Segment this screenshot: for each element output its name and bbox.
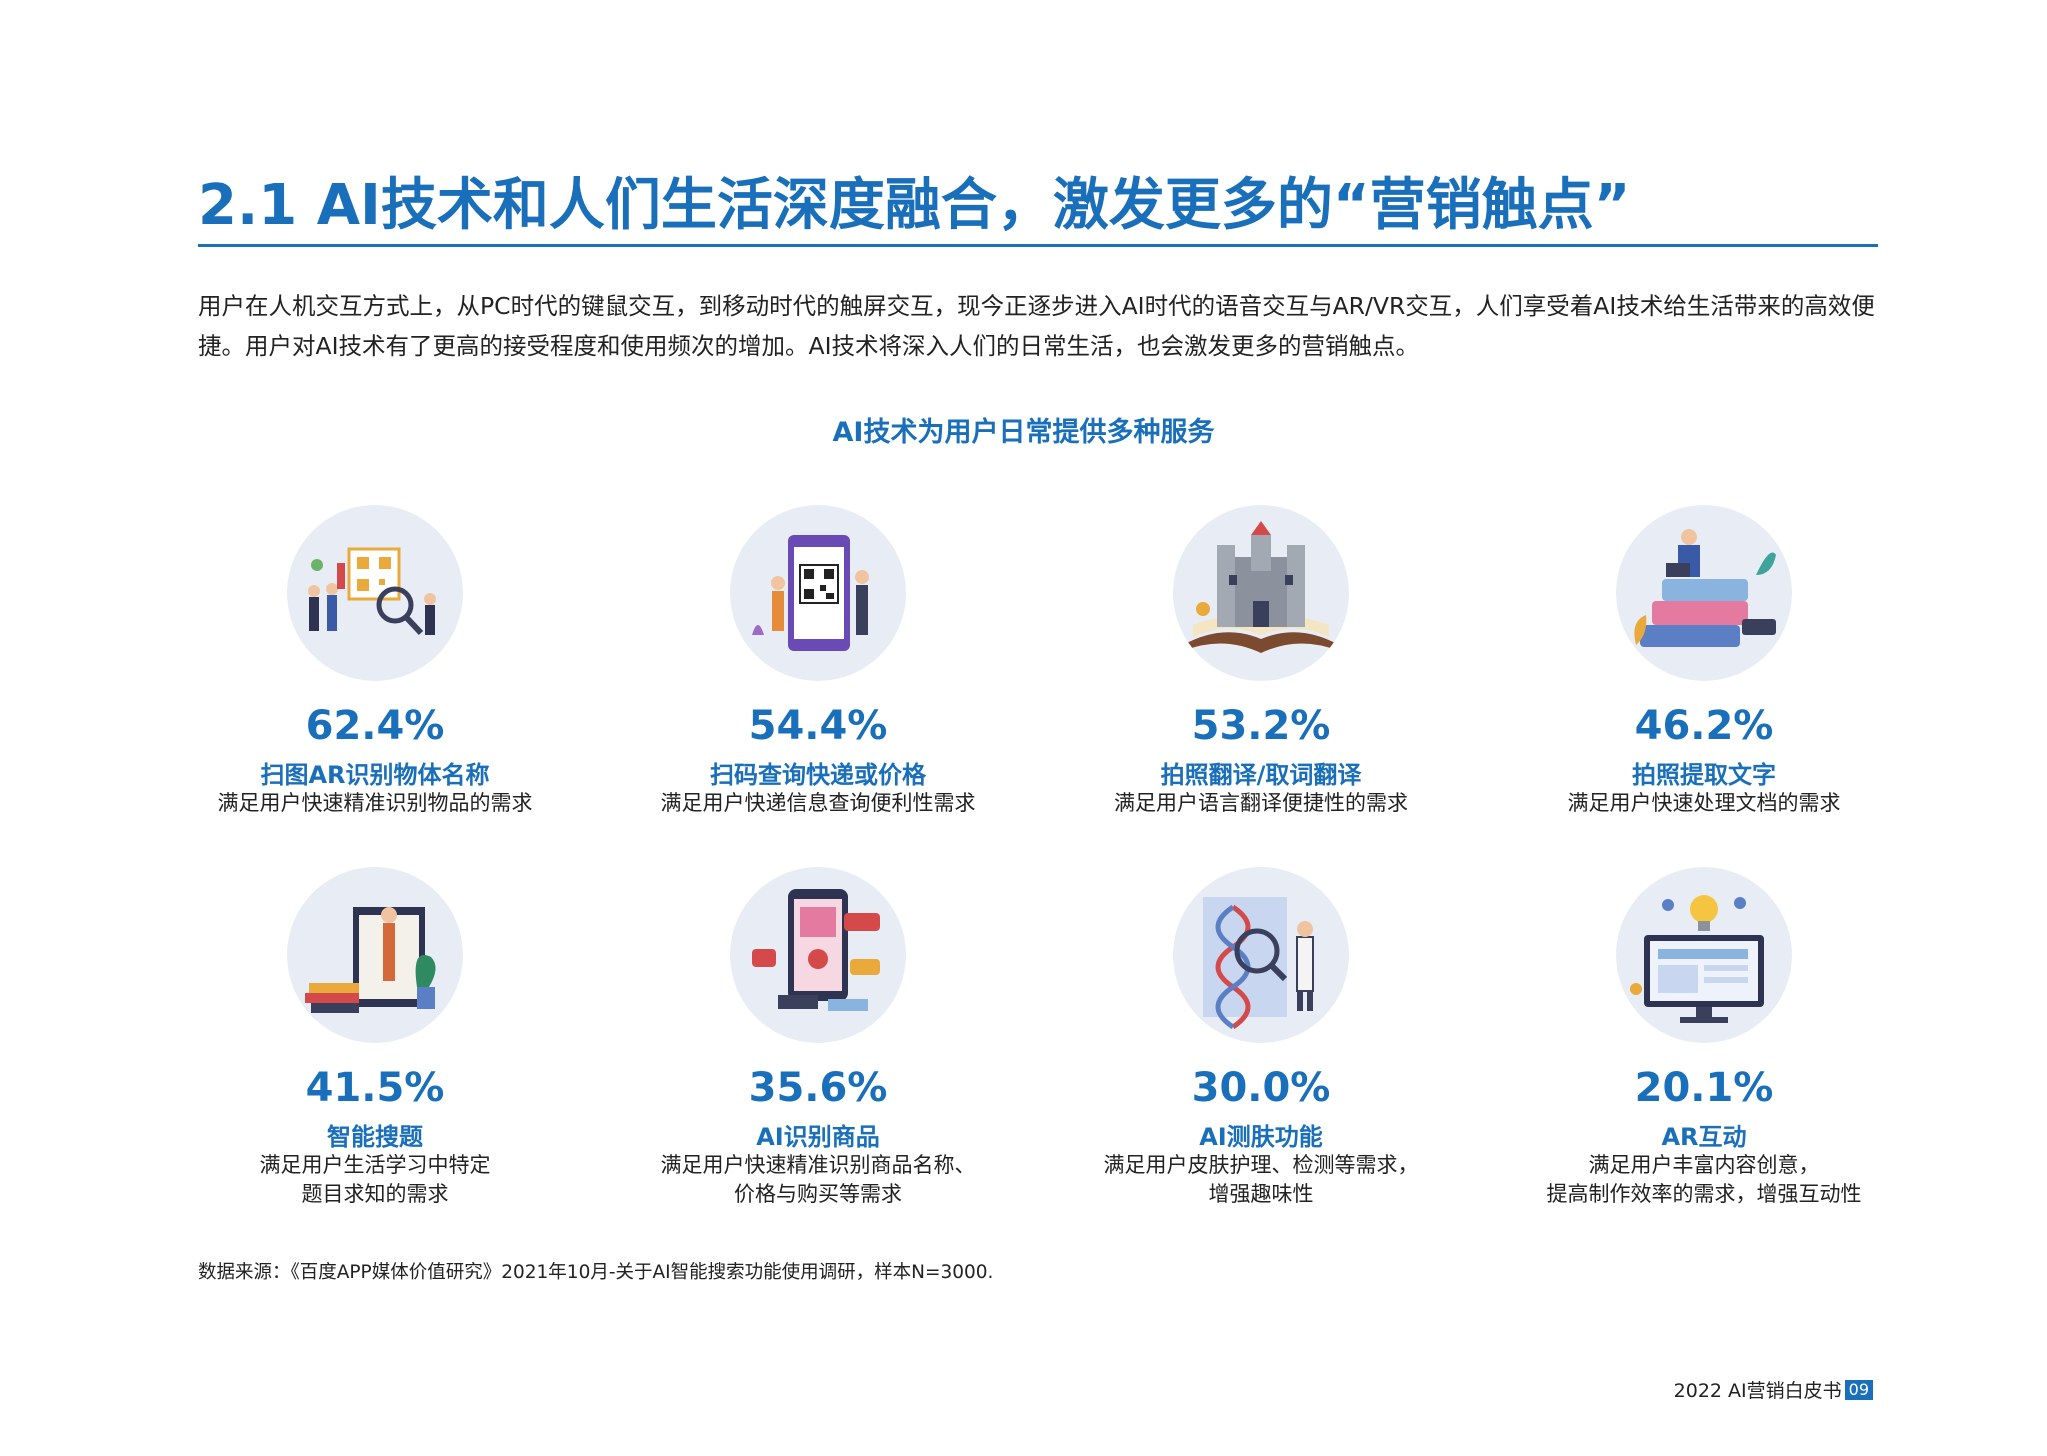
section-heading: AI技术为用户日常提供多种服务 [832,417,1215,448]
service-label: AI识别商品 [756,1123,880,1151]
service-label: AI测肤功能 [1199,1123,1323,1151]
stat-percentage: 41.5% [305,1065,445,1111]
stat-percentage: 54.4% [748,703,888,749]
phone-qr-code-icon [730,505,906,681]
service-description: 满足用户语言翻译便捷性的需求 [1114,791,1408,815]
title-divider [198,244,1878,247]
stat-percentage: 20.1% [1634,1065,1774,1111]
service-description: 满足用户生活学习中特定 题目求知的需求 [259,1153,491,1206]
service-description: 满足用户丰富内容创意， 提高制作效率的需求，增强互动性 [1546,1153,1862,1206]
service-label: 拍照提取文字 [1632,761,1776,789]
service-label: 智能搜题 [327,1123,423,1151]
service-label: 扫图AR识别物体名称 [260,761,490,789]
monitor-idea-icon [1616,867,1792,1043]
qr-scan-team-icon [287,505,463,681]
study-board-icon [287,867,463,1043]
service-description: 满足用户皮肤护理、检测等需求， 增强趣味性 [1103,1153,1419,1206]
page-number: 09 [1844,1379,1873,1400]
stat-percentage: 46.2% [1634,703,1774,749]
service-description: 满足用户快速精准识别商品名称、 价格与购买等需求 [660,1153,976,1206]
service-description: 满足用户快速处理文档的需求 [1567,791,1841,815]
stat-percentage: 53.2% [1191,703,1331,749]
service-description: 满足用户快速精准识别物品的需求 [217,791,533,815]
data-source-note: 数据来源：《百度APP媒体价值研究》2021年10月-关于AI智能搜索功能使用调… [198,1262,994,1283]
shopping-phone-icon [730,867,906,1043]
service-label: 拍照翻译/取词翻译 [1160,761,1362,789]
footer-title: 2022 AI营销白皮书 [1673,1380,1842,1402]
page-title: 2.1 AI技术和人们生活深度融合，激发更多的“营销触点” [198,173,1631,238]
dna-research-icon [1173,867,1349,1043]
stacked-books-icon [1616,505,1792,681]
page-footer: 2022 AI营销白皮书 09 [1674,1376,1873,1403]
intro-paragraph: 用户在人机交互方式上，从PC时代的键鼠交互，到移动时代的触屏交互，现今正逐步进入… [198,292,1875,360]
stat-percentage: 62.4% [305,703,445,749]
castle-book-icon [1173,505,1349,681]
service-label: 扫码查询快递或价格 [710,761,926,789]
service-description: 满足用户快递信息查询便利性需求 [660,791,976,815]
service-label: AR互动 [1661,1123,1747,1151]
stat-percentage: 30.0% [1191,1065,1331,1111]
stat-percentage: 35.6% [748,1065,888,1111]
